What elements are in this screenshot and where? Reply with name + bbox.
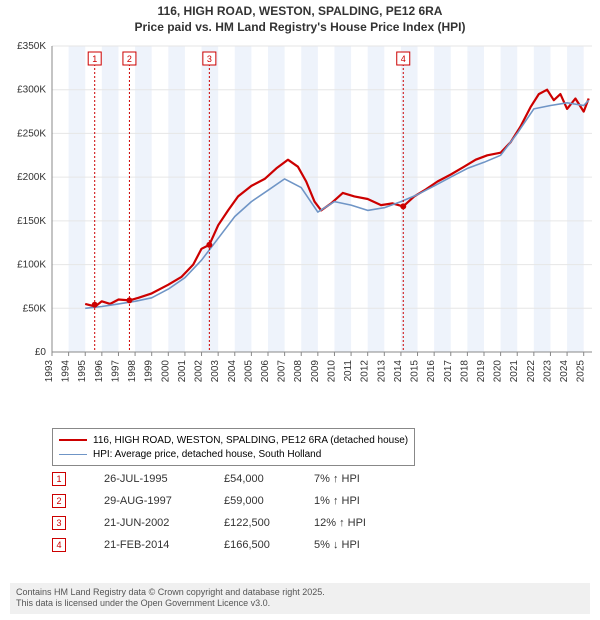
title-subtitle: Price paid vs. HM Land Registry's House … [0,20,600,36]
transaction-index: 2 [52,494,66,508]
svg-text:1: 1 [92,54,97,64]
transaction-price: £59,000 [224,495,314,507]
svg-text:2023: 2023 [542,360,553,383]
svg-text:2010: 2010 [326,360,337,383]
svg-text:2000: 2000 [160,360,171,383]
footer-line-1: Contains HM Land Registry data © Crown c… [16,587,584,599]
svg-text:2008: 2008 [293,360,304,383]
svg-text:2009: 2009 [310,360,321,383]
svg-text:2006: 2006 [260,360,271,383]
transaction-delta: 12% ↑ HPI [314,517,434,529]
svg-text:2018: 2018 [459,360,470,383]
transaction-delta: 1% ↑ HPI [314,495,434,507]
svg-text:2014: 2014 [393,360,404,383]
table-row: 1 26-JUL-1995£54,0007% ↑ HPI [52,468,434,490]
svg-text:1994: 1994 [61,360,72,383]
svg-text:£0: £0 [35,347,47,358]
svg-text:2012: 2012 [360,360,371,383]
svg-text:2011: 2011 [343,360,354,382]
table-row: 3 21-JUN-2002£122,50012% ↑ HPI [52,512,434,534]
svg-text:1997: 1997 [110,360,121,383]
svg-text:2015: 2015 [410,360,421,383]
svg-text:2024: 2024 [559,360,570,383]
chart-title: 116, HIGH ROAD, WESTON, SPALDING, PE12 6… [0,0,600,35]
chart-legend: 116, HIGH ROAD, WESTON, SPALDING, PE12 6… [52,428,415,466]
transaction-price: £122,500 [224,517,314,529]
legend-swatch [59,454,87,455]
svg-text:1998: 1998 [127,360,138,383]
transaction-date: 26-JUL-1995 [104,473,224,485]
svg-text:£200K: £200K [17,172,46,183]
transaction-index: 1 [52,472,66,486]
transaction-index: 4 [52,538,66,552]
title-address: 116, HIGH ROAD, WESTON, SPALDING, PE12 6… [0,4,600,20]
transaction-index: 3 [52,516,66,530]
svg-text:1993: 1993 [44,360,55,383]
svg-text:£250K: £250K [17,128,46,139]
svg-text:4: 4 [401,54,406,64]
svg-text:1995: 1995 [77,360,88,383]
svg-text:2022: 2022 [526,360,537,383]
svg-text:3: 3 [207,54,212,64]
svg-text:£350K: £350K [17,41,46,52]
svg-text:2004: 2004 [227,360,238,383]
legend-row: HPI: Average price, detached house, Sout… [59,447,408,461]
svg-text:£300K: £300K [17,85,46,96]
table-row: 2 29-AUG-1997£59,0001% ↑ HPI [52,490,434,512]
svg-text:2013: 2013 [376,360,387,383]
transaction-date: 21-FEB-2014 [104,539,224,551]
legend-label: 116, HIGH ROAD, WESTON, SPALDING, PE12 6… [93,435,408,446]
footer-line-2: This data is licensed under the Open Gov… [16,598,584,610]
svg-text:2001: 2001 [177,360,188,383]
svg-text:2025: 2025 [576,360,587,383]
svg-text:2005: 2005 [243,360,254,383]
svg-text:2017: 2017 [443,360,454,383]
svg-text:£150K: £150K [17,216,46,227]
svg-text:2002: 2002 [194,360,205,383]
legend-swatch [59,439,87,441]
svg-text:2: 2 [127,54,132,64]
svg-text:2019: 2019 [476,360,487,383]
transaction-date: 29-AUG-1997 [104,495,224,507]
svg-text:2021: 2021 [509,360,520,383]
svg-text:1996: 1996 [94,360,105,383]
price-chart: £0 £50K £100K £150K £200K £250K £300K £350K 1993… [0,40,600,420]
svg-text:1999: 1999 [144,360,155,383]
svg-text:2007: 2007 [277,360,288,383]
svg-text:2020: 2020 [493,360,504,383]
legend-label: HPI: Average price, detached house, Sout… [93,449,321,460]
table-row: 4 21-FEB-2014£166,5005% ↓ HPI [52,534,434,556]
footer-attribution: Contains HM Land Registry data © Crown c… [10,583,590,614]
transaction-table: 126-JUL-1995£54,0007% ↑ HPI229-AUG-1997£… [52,468,434,556]
svg-text:2016: 2016 [426,360,437,383]
transaction-price: £54,000 [224,473,314,485]
chart-svg: £0 £50K £100K £150K £200K £250K £300K £350K 1993… [0,40,600,420]
transaction-date: 21-JUN-2002 [104,517,224,529]
svg-text:2003: 2003 [210,360,221,383]
svg-text:£100K: £100K [17,260,46,271]
transaction-delta: 5% ↓ HPI [314,539,434,551]
transaction-price: £166,500 [224,539,314,551]
transaction-delta: 7% ↑ HPI [314,473,434,485]
svg-text:£50K: £50K [23,303,47,314]
legend-row: 116, HIGH ROAD, WESTON, SPALDING, PE12 6… [59,433,408,447]
